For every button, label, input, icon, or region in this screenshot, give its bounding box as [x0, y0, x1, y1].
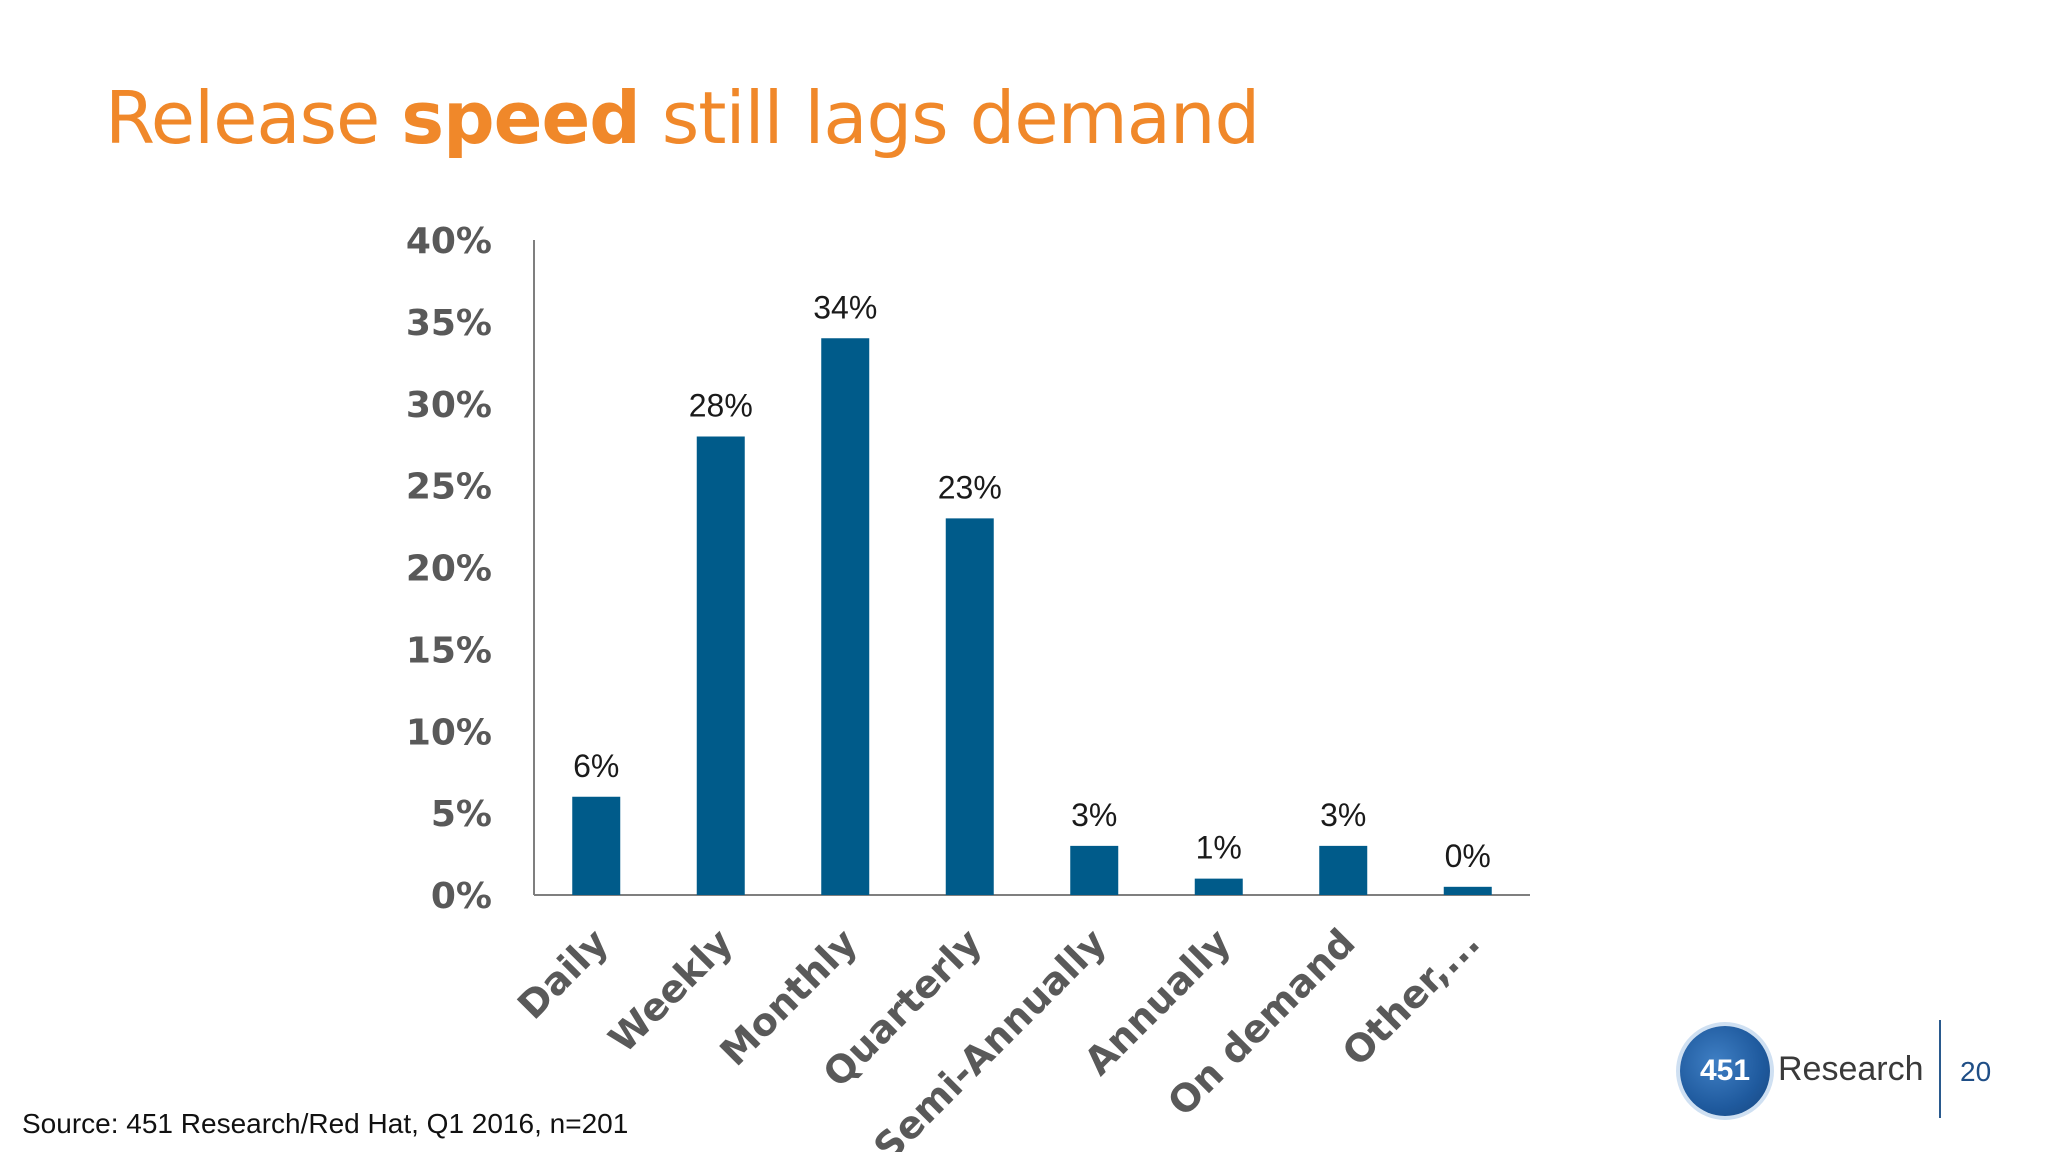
x-category-label: Other,...	[1334, 920, 1488, 1074]
data-label: 1%	[1196, 830, 1242, 866]
data-label: 6%	[573, 748, 619, 784]
data-label: 3%	[1071, 797, 1117, 833]
bar	[1443, 886, 1492, 895]
bar	[821, 338, 870, 895]
bar	[1070, 845, 1119, 895]
y-tick-label: 40%	[406, 221, 492, 262]
bar	[572, 796, 621, 895]
title-emphasis: speed	[401, 76, 641, 160]
data-label: 3%	[1320, 797, 1366, 833]
logo-wordmark: Research	[1778, 1050, 1924, 1088]
data-label: 28%	[689, 388, 753, 424]
data-label: 34%	[813, 289, 877, 325]
bar	[1319, 845, 1368, 895]
footer-divider	[1939, 1020, 1941, 1118]
bar	[1194, 878, 1243, 895]
y-tick-label: 5%	[431, 794, 492, 835]
y-tick-label: 25%	[406, 467, 492, 508]
451-research-logo: 451 Research	[1680, 1022, 1924, 1122]
source-note: Source: 451 Research/Red Hat, Q1 2016, n…	[22, 1108, 629, 1139]
y-tick-label: 15%	[406, 630, 492, 671]
y-tick-label: 30%	[406, 385, 492, 426]
bar	[696, 436, 745, 895]
data-label: 0%	[1445, 838, 1491, 874]
page-number: 20	[1960, 1056, 1992, 1087]
logo-circle-icon: 451	[1680, 1026, 1770, 1116]
slide-title: Release speed still lags demand	[105, 76, 1260, 160]
bar	[945, 518, 994, 895]
y-tick-label: 10%	[406, 712, 492, 753]
title-prefix: Release	[105, 76, 402, 160]
y-tick-label: 20%	[406, 549, 492, 590]
title-suffix: still lags demand	[639, 76, 1260, 160]
y-tick-label: 35%	[406, 303, 492, 344]
y-tick-label: 0%	[431, 876, 492, 917]
x-category-label: Daily	[509, 920, 617, 1028]
data-label: 23%	[938, 469, 1002, 505]
